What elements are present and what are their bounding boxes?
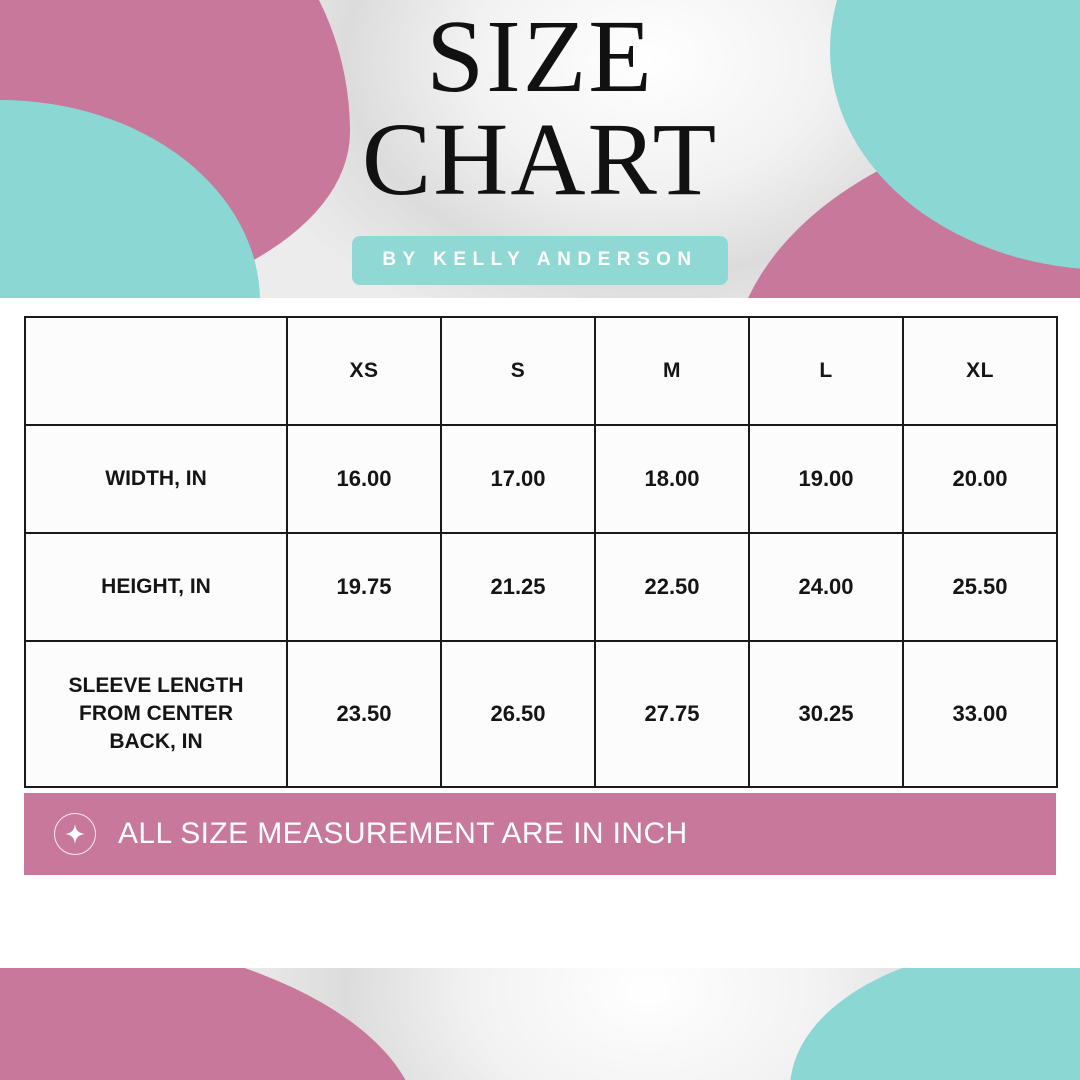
size-table-container: XS S M L XL WIDTH, IN 16.00 17.00 18.00 …	[24, 316, 1058, 788]
bottom-decorative-band	[0, 968, 1080, 1080]
byline-banner: BY KELLY ANDERSON	[352, 235, 728, 285]
cell-width-m: 18.00	[594, 424, 750, 534]
row-label-width: WIDTH, IN	[24, 424, 288, 534]
top-decorative-band	[0, 0, 1080, 298]
cell-sleeve-m: 27.75	[594, 640, 750, 788]
row-label-height: HEIGHT, IN	[24, 532, 288, 642]
cell-height-l: 24.00	[748, 532, 904, 642]
cell-width-xs: 16.00	[286, 424, 442, 534]
header-cell-xs: XS	[286, 316, 442, 426]
cell-sleeve-xs: 23.50	[286, 640, 442, 788]
cell-height-xl: 25.50	[902, 532, 1058, 642]
row-label-line-three: BACK, IN	[109, 729, 203, 753]
cell-width-l: 19.00	[748, 424, 904, 534]
cell-sleeve-xl: 33.00	[902, 640, 1058, 788]
table-row: SLEEVE LENGTH FROM CENTER BACK, IN 23.50…	[24, 640, 1058, 788]
footer-note-banner: ALL SIZE MEASUREMENT ARE IN INCH	[24, 793, 1056, 875]
table-row: WIDTH, IN 16.00 17.00 18.00 19.00 20.00	[24, 424, 1058, 534]
cell-height-xs: 19.75	[286, 532, 442, 642]
teal-blob-bottom-right	[790, 968, 1080, 1080]
header-cell-blank	[24, 316, 288, 426]
header-cell-xl: XL	[902, 316, 1058, 426]
footer-note-text: ALL SIZE MEASUREMENT ARE IN INCH	[118, 817, 688, 850]
page-header: SIZE CHART BY KELLY ANDERSON	[0, 0, 1080, 285]
row-label-line-two: FROM CENTER	[79, 702, 233, 726]
page-title-line-one: SIZE	[426, 0, 654, 114]
cell-sleeve-l: 30.25	[748, 640, 904, 788]
cell-width-s: 17.00	[440, 424, 596, 534]
header-cell-s: S	[440, 316, 596, 426]
row-label-line-one: SLEEVE LENGTH	[68, 674, 244, 698]
byline-text: BY KELLY ANDERSON	[382, 248, 698, 270]
cell-height-s: 21.25	[440, 532, 596, 642]
table-header-row: XS S M L XL	[24, 316, 1058, 426]
cell-width-xl: 20.00	[902, 424, 1058, 534]
header-cell-l: L	[748, 316, 904, 426]
page-title-line-two: CHART	[361, 101, 719, 217]
cell-height-m: 22.50	[594, 532, 750, 642]
table-row: HEIGHT, IN 19.75 21.25 22.50 24.00 25.50	[24, 532, 1058, 642]
row-label-sleeve-length: SLEEVE LENGTH FROM CENTER BACK, IN	[24, 640, 288, 788]
header-cell-m: M	[594, 316, 750, 426]
pink-blob-bottom-left	[0, 968, 420, 1080]
cell-sleeve-s: 26.50	[440, 640, 596, 788]
size-chart-table: XS S M L XL WIDTH, IN 16.00 17.00 18.00 …	[24, 316, 1058, 788]
sparkle-icon	[54, 813, 96, 855]
